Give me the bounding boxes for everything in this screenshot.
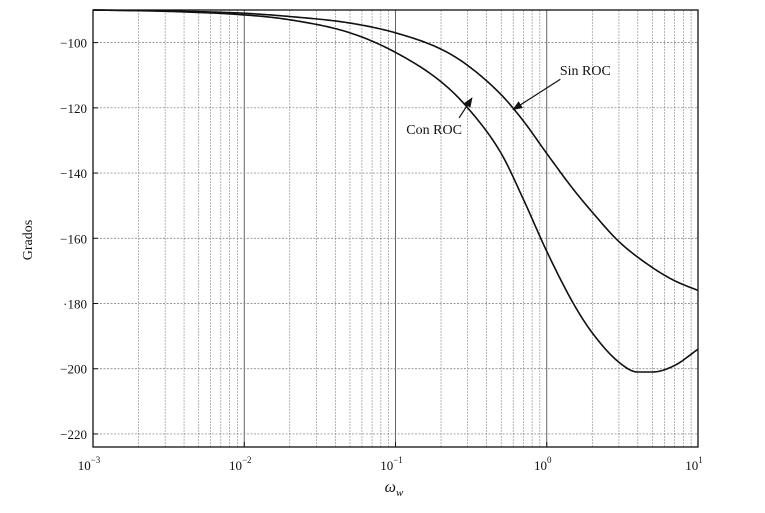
x-tick-exponent: −3: [91, 455, 101, 465]
x-tick-mantissa: 10: [78, 458, 91, 473]
annotation-arrow-sin-roc: [512, 78, 561, 111]
x-tick-exponent: 0: [547, 455, 552, 465]
annotation-arrow-con-roc: [458, 97, 473, 119]
y-tick-label: −140: [60, 166, 87, 181]
series-line-sin-roc: [92, 9, 699, 292]
x-axis-label: ωw: [385, 479, 404, 499]
x-tick-exponent: −2: [242, 455, 252, 465]
x-tick-label: 10−1: [380, 455, 403, 473]
annotation-layer: Sin ROC Con ROC: [406, 64, 611, 138]
x-tick-exponent: −1: [393, 455, 403, 465]
x-tick-label: 10−2: [229, 455, 252, 473]
x-axis-label-subscript: w: [396, 487, 404, 499]
x-tick-label: 100: [534, 455, 552, 473]
annotation-label-sin-roc: Sin ROC: [560, 64, 611, 79]
y-axis-label: Grados: [21, 220, 36, 260]
x-tick-mantissa: 10: [380, 458, 393, 473]
y-tick-label: −220: [60, 427, 87, 442]
x-axis-label-main: ω: [385, 479, 396, 496]
y-tick-label: −100: [60, 36, 87, 51]
series-line-con-roc: [92, 9, 699, 373]
y-tick-label: ·180: [63, 297, 87, 312]
series-layer: [92, 9, 699, 373]
x-tick-exponent: 1: [698, 455, 703, 465]
y-tick-label: −120: [60, 101, 87, 116]
y-tick-label: −200: [60, 362, 87, 377]
annotation-label-con-roc: Con ROC: [406, 123, 462, 138]
x-tick-mantissa: 10: [229, 458, 242, 473]
x-tick-mantissa: 10: [685, 458, 698, 473]
x-tick-label: 10−3: [78, 455, 101, 473]
y-tick-label: −160: [60, 231, 87, 246]
x-tick-label: 101: [685, 455, 703, 473]
grid-layer: [92, 10, 698, 447]
x-tick-mantissa: 10: [534, 458, 547, 473]
